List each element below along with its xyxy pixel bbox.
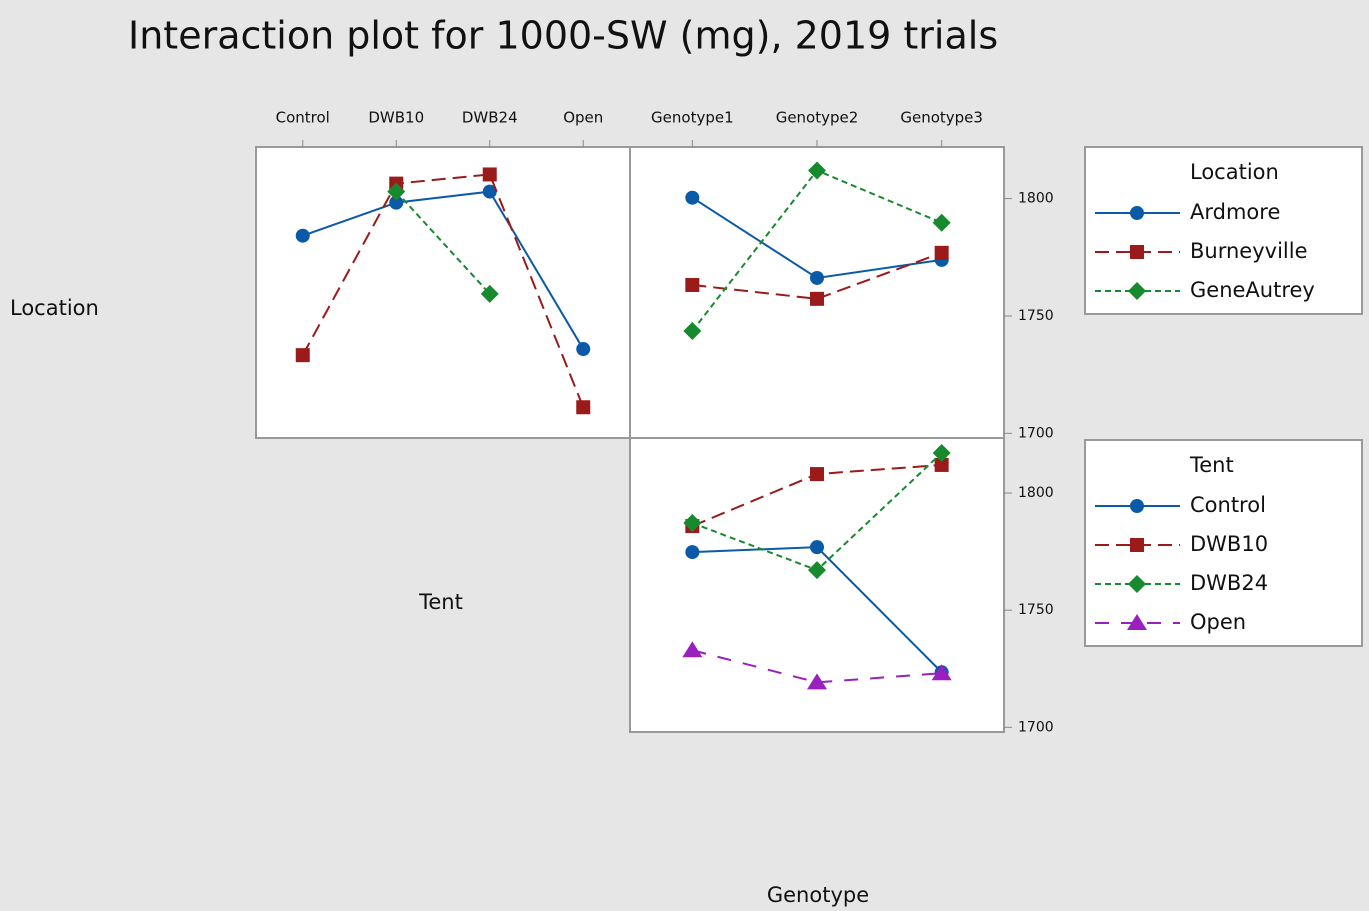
marker [295, 348, 310, 363]
marker [932, 443, 951, 462]
marker [931, 664, 952, 681]
y-tick-label: 1800 [1018, 485, 1054, 501]
marker [1128, 575, 1146, 593]
marker [482, 167, 497, 182]
marker [1130, 245, 1144, 259]
series-line [395, 190, 491, 295]
marker [683, 514, 702, 533]
marker [576, 342, 591, 357]
chart-title: Interaction plot for 1000-SW (mg), 2019 … [128, 14, 998, 58]
marker [295, 228, 310, 243]
series-line [692, 251, 943, 300]
marker [1130, 538, 1144, 552]
marker [685, 190, 700, 205]
legend-label: Open [1190, 610, 1246, 634]
marker [810, 270, 824, 285]
y-tick-label: 1750 [1018, 602, 1054, 618]
marker [934, 457, 949, 472]
legend-label: DWB24 [1190, 571, 1268, 595]
legend-label: Ardmore [1190, 200, 1280, 224]
column-label: Genotype [767, 883, 869, 907]
marker [685, 277, 700, 292]
marker [682, 641, 703, 658]
row-label: Location [10, 296, 99, 320]
legend-label: GeneAutrey [1190, 278, 1315, 302]
marker [576, 400, 591, 415]
series-line [692, 649, 942, 684]
marker [389, 195, 404, 210]
marker [1128, 282, 1146, 300]
marker [482, 184, 497, 199]
x-tick-label: Genotype3 [900, 109, 983, 127]
row-label: Tent [418, 590, 463, 614]
series-line [301, 173, 585, 408]
legend-title: Tent [1189, 453, 1234, 477]
x-tick-label: DWB10 [368, 109, 424, 127]
marker [810, 467, 824, 482]
y-tick-label: 1800 [1018, 191, 1054, 207]
panel [255, 146, 631, 439]
y-tick-label: 1700 [1018, 719, 1054, 735]
legend [1084, 146, 1363, 315]
x-tick-label: Genotype1 [651, 109, 734, 127]
legend-label: DWB10 [1190, 532, 1268, 556]
marker [1127, 614, 1147, 630]
series-line [302, 190, 585, 350]
x-tick-label: DWB24 [462, 109, 518, 127]
x-tick-label: Open [563, 109, 603, 127]
marker [685, 545, 700, 560]
marker [932, 213, 951, 232]
marker [807, 673, 827, 690]
legend-label: Control [1190, 493, 1266, 517]
marker [1130, 206, 1144, 220]
marker [387, 182, 406, 201]
marker [810, 540, 824, 555]
legend-label: Burneyville [1190, 239, 1308, 263]
marker [934, 245, 949, 260]
x-tick-label: Genotype2 [776, 109, 859, 127]
marker [808, 161, 826, 180]
marker [810, 291, 824, 306]
x-tick-label: Control [276, 109, 330, 127]
marker [480, 284, 499, 303]
marker [683, 321, 702, 340]
marker [808, 561, 826, 580]
y-tick-label: 1700 [1018, 425, 1054, 441]
y-tick-label: 1750 [1018, 308, 1054, 324]
marker [1130, 499, 1144, 513]
legend-title: Location [1190, 160, 1279, 184]
